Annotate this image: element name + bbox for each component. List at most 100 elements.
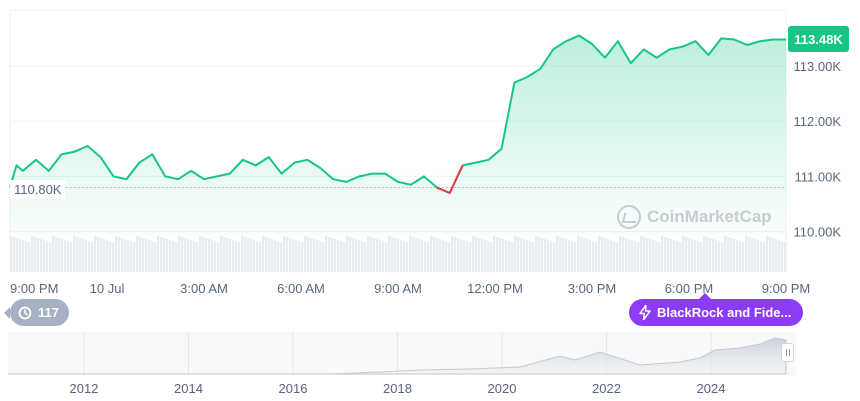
volume-bar: [313, 239, 316, 272]
volume-bar: [304, 236, 307, 272]
overview-year-label: 2016: [279, 381, 308, 396]
volume-bar: [175, 242, 178, 272]
volume-bar: [328, 237, 331, 272]
volume-bar: [601, 237, 604, 272]
volume-bar: [382, 241, 385, 272]
volume-bar: [46, 241, 49, 272]
volume-bar: [505, 240, 508, 272]
volume-bar: [163, 238, 166, 272]
volume-bar: [19, 239, 22, 272]
coinmarketcap-logo-icon: [617, 205, 641, 229]
price-area: [10, 35, 786, 236]
volume-bar: [592, 241, 595, 272]
volume-bar: [439, 239, 442, 272]
volume-bar: [649, 239, 652, 272]
volume-bar: [247, 238, 250, 272]
volume-bar: [286, 237, 289, 272]
overview-price-shape: [8, 337, 787, 375]
volume-bar: [373, 238, 376, 272]
volume-bar: [355, 239, 358, 272]
volume-bar: [112, 242, 115, 272]
price-line-down-segment: [436, 164, 464, 195]
history-button[interactable]: 117: [4, 299, 69, 326]
volume-bar: [43, 240, 46, 272]
volume-bar: [712, 239, 715, 272]
volume-bar: [55, 237, 58, 272]
volume-bar: [421, 240, 424, 272]
volume-bar: [172, 241, 175, 272]
overview-year-label: 2018: [383, 381, 412, 396]
volume-bar: [475, 237, 478, 272]
volume-bar: [481, 239, 484, 272]
overview-year-label: 2012: [70, 381, 99, 396]
volume-bar: [706, 237, 709, 272]
volume-bar: [301, 242, 304, 272]
overview-drag-handle[interactable]: [781, 343, 794, 362]
volume-bar: [622, 237, 625, 272]
volume-bar: [244, 237, 247, 272]
volume-bar: [94, 236, 97, 272]
volume-bar: [151, 241, 154, 272]
news-event-button[interactable]: BlackRock and Fide...: [629, 293, 804, 326]
y-axis: 113.00K 112.00K 111.00K 110.00K: [794, 59, 842, 240]
volume-bar: [613, 241, 616, 272]
overview-navigator[interactable]: 2012 2014 2016 2018 2020 2022 2024: [8, 332, 796, 396]
volume-bar: [232, 240, 235, 272]
history-icon: [18, 306, 32, 319]
volume-bar: [637, 242, 640, 272]
volume-bar: [61, 239, 64, 272]
volume-bar: [436, 238, 439, 272]
volume-bar: [16, 238, 19, 272]
volume-bar: [358, 240, 361, 272]
volume-bar: [679, 242, 682, 272]
volume-bar: [571, 241, 574, 272]
volume-bar: [202, 237, 205, 272]
volume-bar: [616, 242, 619, 272]
lightning-icon: [639, 305, 651, 320]
volume-bar: [142, 238, 145, 272]
volume-bar: [268, 238, 271, 272]
price-area-fill: [10, 35, 786, 236]
volume-bar: [442, 240, 445, 272]
volume-bar: [310, 238, 313, 272]
volume-bar: [337, 240, 340, 272]
volume-bar: [598, 236, 601, 272]
volume-bar: [472, 236, 475, 272]
volume-bar: [535, 236, 538, 272]
volume-bar: [742, 242, 745, 272]
volume-bar: [250, 239, 253, 272]
volume-bar: [736, 240, 739, 272]
volume-bar: [595, 242, 598, 272]
volume-bar: [589, 240, 592, 272]
volume-bar: [343, 242, 346, 272]
news-label: BlackRock and Fide...: [657, 305, 792, 320]
volume-bar: [271, 239, 274, 272]
volume-bar: [322, 242, 325, 272]
volume-bar: [544, 239, 547, 272]
volume-bar: [136, 236, 139, 272]
volume-bar: [229, 239, 232, 272]
volume-bar: [784, 242, 787, 272]
volume-bar: [379, 240, 382, 272]
volume-bar: [556, 236, 559, 272]
volume-bar: [397, 239, 400, 272]
volume-bar: [553, 242, 556, 272]
volume-bar: [721, 242, 724, 272]
volume-bar: [37, 238, 40, 272]
volume-bar: [604, 238, 607, 272]
volume-bar: [631, 240, 634, 272]
volume-bars: [10, 236, 787, 272]
volume-bar: [559, 237, 562, 272]
volume-bar: [238, 242, 241, 272]
volume-bar: [307, 237, 310, 272]
price-line: [9, 34, 786, 194]
volume-bar: [586, 239, 589, 272]
y-tick-label: 113.00K: [794, 59, 842, 74]
volume-bar: [430, 236, 433, 272]
volume-bar: [769, 237, 772, 272]
volume-bar: [208, 239, 211, 272]
volume-bar: [331, 238, 334, 272]
volume-bar: [496, 237, 499, 272]
volume-bar: [607, 239, 610, 272]
